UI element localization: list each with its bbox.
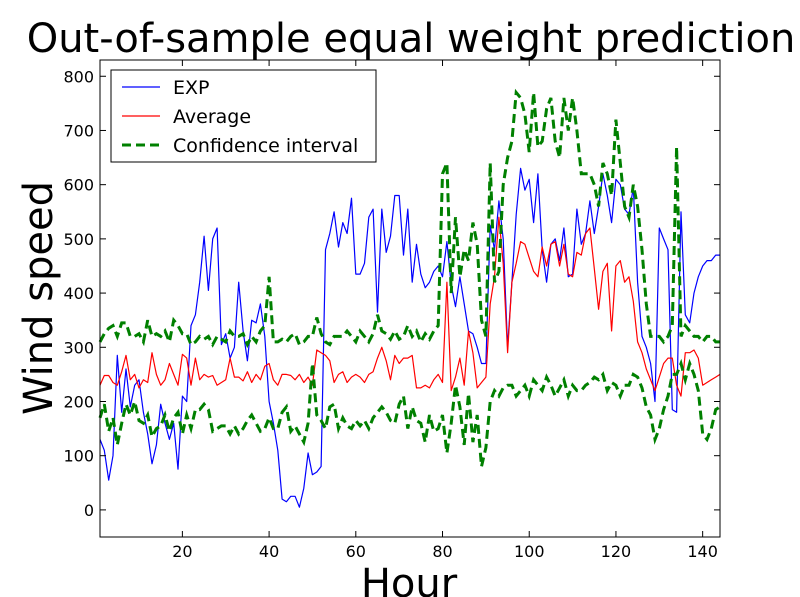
y-tick-label: 200 bbox=[63, 392, 94, 411]
x-tick-label: 140 bbox=[687, 542, 718, 561]
plot-frame bbox=[99, 59, 721, 538]
chart-title: Out-of-sample equal weight prediction bbox=[27, 16, 796, 62]
legend-label: Average bbox=[173, 106, 251, 128]
x-tick-label: 120 bbox=[601, 542, 632, 561]
y-tick-label: 300 bbox=[63, 338, 94, 357]
x-tick-label: 20 bbox=[172, 542, 192, 561]
legend-label: Confidence interval bbox=[173, 135, 358, 157]
legend: EXP Average Confidence interval bbox=[110, 69, 377, 163]
legend-label: EXP bbox=[173, 77, 209, 99]
y-tick-label: 400 bbox=[63, 284, 94, 303]
y-tick-label: 600 bbox=[63, 176, 94, 195]
y-tick-label: 700 bbox=[63, 121, 94, 140]
x-tick-label: 60 bbox=[346, 542, 366, 561]
x-tick-label: 80 bbox=[432, 542, 452, 561]
y-tick-label: 500 bbox=[63, 230, 94, 249]
y-tick-label: 800 bbox=[63, 67, 94, 86]
series-line-average bbox=[99, 216, 721, 397]
x-tick-label: 100 bbox=[514, 542, 545, 561]
series-line-confidence-interval-lower bbox=[98, 358, 721, 467]
y-axis-label: Wind speed bbox=[16, 181, 62, 415]
axis-ticks: 20 40 60 80 100 120 140 0 100 200 300 400 500 600 700 8… bbox=[63, 60, 720, 561]
y-tick-label: 100 bbox=[63, 447, 94, 466]
x-axis-label: Hour bbox=[361, 561, 458, 597]
plot-lines bbox=[98, 88, 721, 508]
x-tick-label: 40 bbox=[259, 542, 279, 561]
y-tick-label: 0 bbox=[84, 501, 94, 520]
series-line-exp bbox=[99, 167, 720, 508]
series-line-confidence-interval-upper bbox=[98, 88, 720, 349]
